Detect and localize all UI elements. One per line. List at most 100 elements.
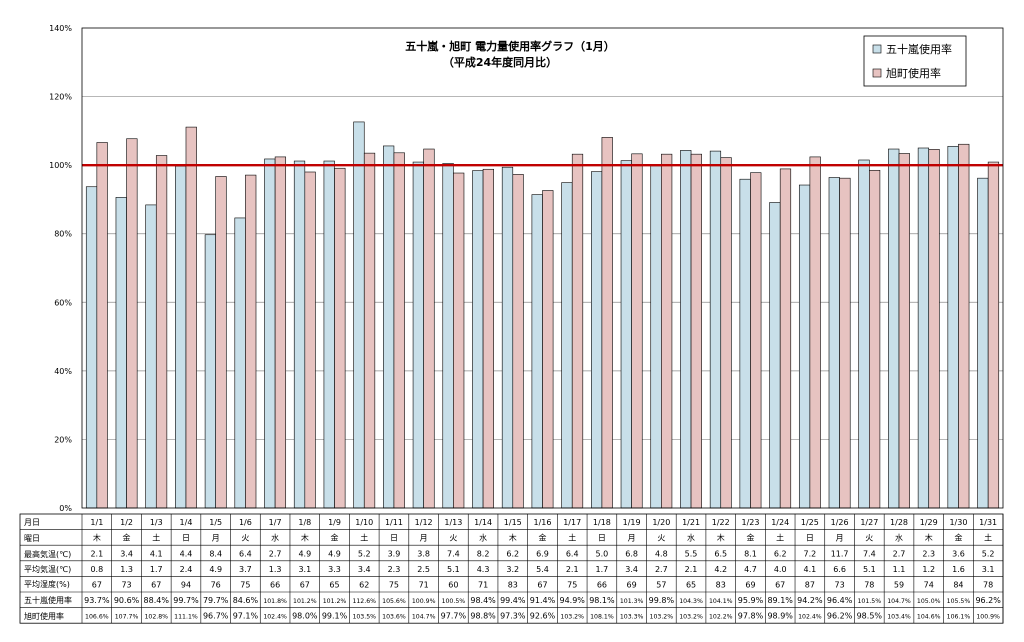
table-cell-max-temp: 8.4 — [209, 549, 222, 558]
bar-asahi — [631, 153, 643, 509]
table-cell-date: 1/25 — [801, 518, 819, 527]
table-cell-asahi-rate: 103.6% — [382, 614, 406, 621]
table-cell-avg-temp: 5.1 — [863, 565, 876, 574]
table-cell-avg-temp: 0.8 — [90, 565, 103, 574]
table-cell-weekday: 日 — [598, 534, 606, 543]
table-cell-asahi-rate: 111.1% — [174, 614, 198, 621]
table-cell-igarashi-rate: 98.4% — [470, 596, 496, 605]
table-cell-weekday: 日 — [182, 534, 190, 543]
bar-asahi — [126, 138, 138, 509]
bar-igarashi — [442, 163, 454, 509]
table-cell-igarashi-rate: 93.7% — [84, 596, 110, 605]
bar-asahi — [215, 176, 227, 509]
table-cell-date: 1/4 — [180, 518, 193, 527]
bar-igarashi — [353, 121, 365, 509]
table-cell-weekday: 木 — [93, 533, 101, 543]
table-cell-igarashi-rate: 79.7% — [203, 596, 229, 605]
table-cell-max-temp: 3.8 — [417, 549, 430, 558]
table-cell-igarashi-rate: 99.4% — [500, 596, 526, 605]
table-cell-avg-temp: 4.9 — [209, 565, 222, 574]
bar-igarashi — [591, 171, 603, 509]
table-label-weekday: 曜日 — [24, 534, 40, 543]
table-cell-weekday: 木 — [925, 533, 933, 543]
table-cell-avg-humidity: 67 — [300, 581, 310, 590]
table-cell-igarashi-rate: 89.1% — [767, 596, 793, 605]
bar-igarashi — [947, 145, 959, 509]
table-cell-igarashi-rate: 95.9% — [738, 596, 764, 605]
table-cell-avg-temp: 6.6 — [833, 565, 846, 574]
table-cell-max-temp: 6.4 — [239, 549, 252, 558]
table-cell-igarashi-rate: 101.5% — [858, 598, 882, 605]
table-cell-max-temp: 4.8 — [655, 549, 668, 558]
table-cell-max-temp: 6.2 — [774, 549, 787, 558]
bar-asahi — [304, 171, 316, 509]
table-cell-asahi-rate: 97.7% — [441, 612, 467, 621]
table-cell-max-temp: 4.4 — [180, 549, 193, 558]
bar-igarashi — [531, 194, 543, 509]
table-cell-max-temp: 3.4 — [120, 549, 133, 558]
table-cell-avg-temp: 2.3 — [388, 565, 401, 574]
chart-title: 五十嵐・旭町 電力量使用率グラフ（1月） — [405, 39, 614, 53]
table-cell-asahi-rate: 103.4% — [887, 614, 911, 621]
table-cell-date: 1/1 — [90, 518, 103, 527]
table-cell-avg-humidity: 73 — [835, 581, 845, 590]
table-cell-weekday: 金 — [746, 533, 754, 543]
table-cell-igarashi-rate: 112.6% — [352, 598, 376, 605]
table-cell-date: 1/26 — [831, 518, 849, 527]
table-cell-max-temp: 6.2 — [506, 549, 519, 558]
table-cell-avg-humidity: 75 — [567, 581, 577, 590]
bar-asahi — [720, 157, 732, 509]
table-cell-avg-temp: 1.1 — [893, 565, 906, 574]
table-cell-avg-humidity: 83 — [508, 581, 518, 590]
table-cell-max-temp: 4.9 — [298, 549, 311, 558]
table-cell-date: 1/10 — [355, 518, 373, 527]
table-cell-igarashi-rate: 98.1% — [589, 596, 615, 605]
table-cell-date: 1/14 — [474, 518, 492, 527]
y-tick-label: 80% — [54, 230, 72, 239]
table-cell-max-temp: 5.5 — [685, 549, 698, 558]
table-cell-igarashi-rate: 96.2% — [975, 596, 1001, 605]
bar-igarashi — [264, 158, 276, 509]
bar-asahi — [839, 177, 851, 509]
bar-asahi — [987, 161, 1000, 509]
table-cell-asahi-rate: 107.7% — [115, 614, 139, 621]
table-cell-igarashi-rate: 100.5% — [442, 598, 466, 605]
table-cell-weekday: 月 — [420, 534, 428, 543]
table-cell-date: 1/24 — [771, 518, 789, 527]
bar-igarashi — [620, 160, 632, 509]
bar-igarashi — [709, 150, 722, 509]
table-cell-avg-temp: 4.7 — [744, 565, 757, 574]
table-cell-max-temp: 11.7 — [831, 549, 849, 558]
table-cell-avg-humidity: 65 — [329, 581, 339, 590]
table-cell-avg-humidity: 57 — [656, 581, 666, 590]
bars — [85, 121, 1000, 509]
bar-asahi — [423, 148, 435, 509]
table-cell-max-temp: 7.2 — [804, 549, 817, 558]
table-cell-avg-humidity: 69 — [745, 581, 755, 590]
table-cell-avg-humidity: 66 — [597, 581, 607, 590]
table-cell-avg-temp: 2.7 — [655, 565, 668, 574]
table-cell-date: 1/18 — [593, 518, 611, 527]
table-cell-asahi-rate: 92.6% — [530, 612, 556, 621]
table-cell-avg-temp: 2.1 — [566, 565, 579, 574]
y-tick-label: 120% — [49, 93, 72, 102]
table-cell-asahi-rate: 100.9% — [976, 614, 1000, 621]
bar-igarashi — [85, 186, 98, 509]
table-cell-igarashi-rate: 105.0% — [917, 598, 941, 605]
table-cell-asahi-rate: 108.1% — [590, 614, 614, 621]
table-cell-asahi-rate: 98.8% — [470, 612, 496, 621]
table-cell-avg-temp: 1.7 — [596, 565, 609, 574]
table-cell-avg-humidity: 60 — [448, 581, 458, 590]
table-cell-weekday: 土 — [360, 533, 368, 543]
table-cell-date: 1/8 — [298, 518, 311, 527]
bar-igarashi — [501, 166, 514, 509]
table-cell-asahi-rate: 102.4% — [798, 614, 822, 621]
table-cell-weekday: 火 — [865, 534, 873, 543]
legend-box — [863, 35, 967, 87]
table-cell-date: 1/28 — [890, 518, 908, 527]
table-cell-date: 1/16 — [534, 518, 552, 527]
table-cell-avg-humidity: 67 — [92, 581, 102, 590]
table-cell-max-temp: 5.2 — [982, 549, 995, 558]
table-cell-asahi-rate: 96.7% — [203, 612, 229, 621]
